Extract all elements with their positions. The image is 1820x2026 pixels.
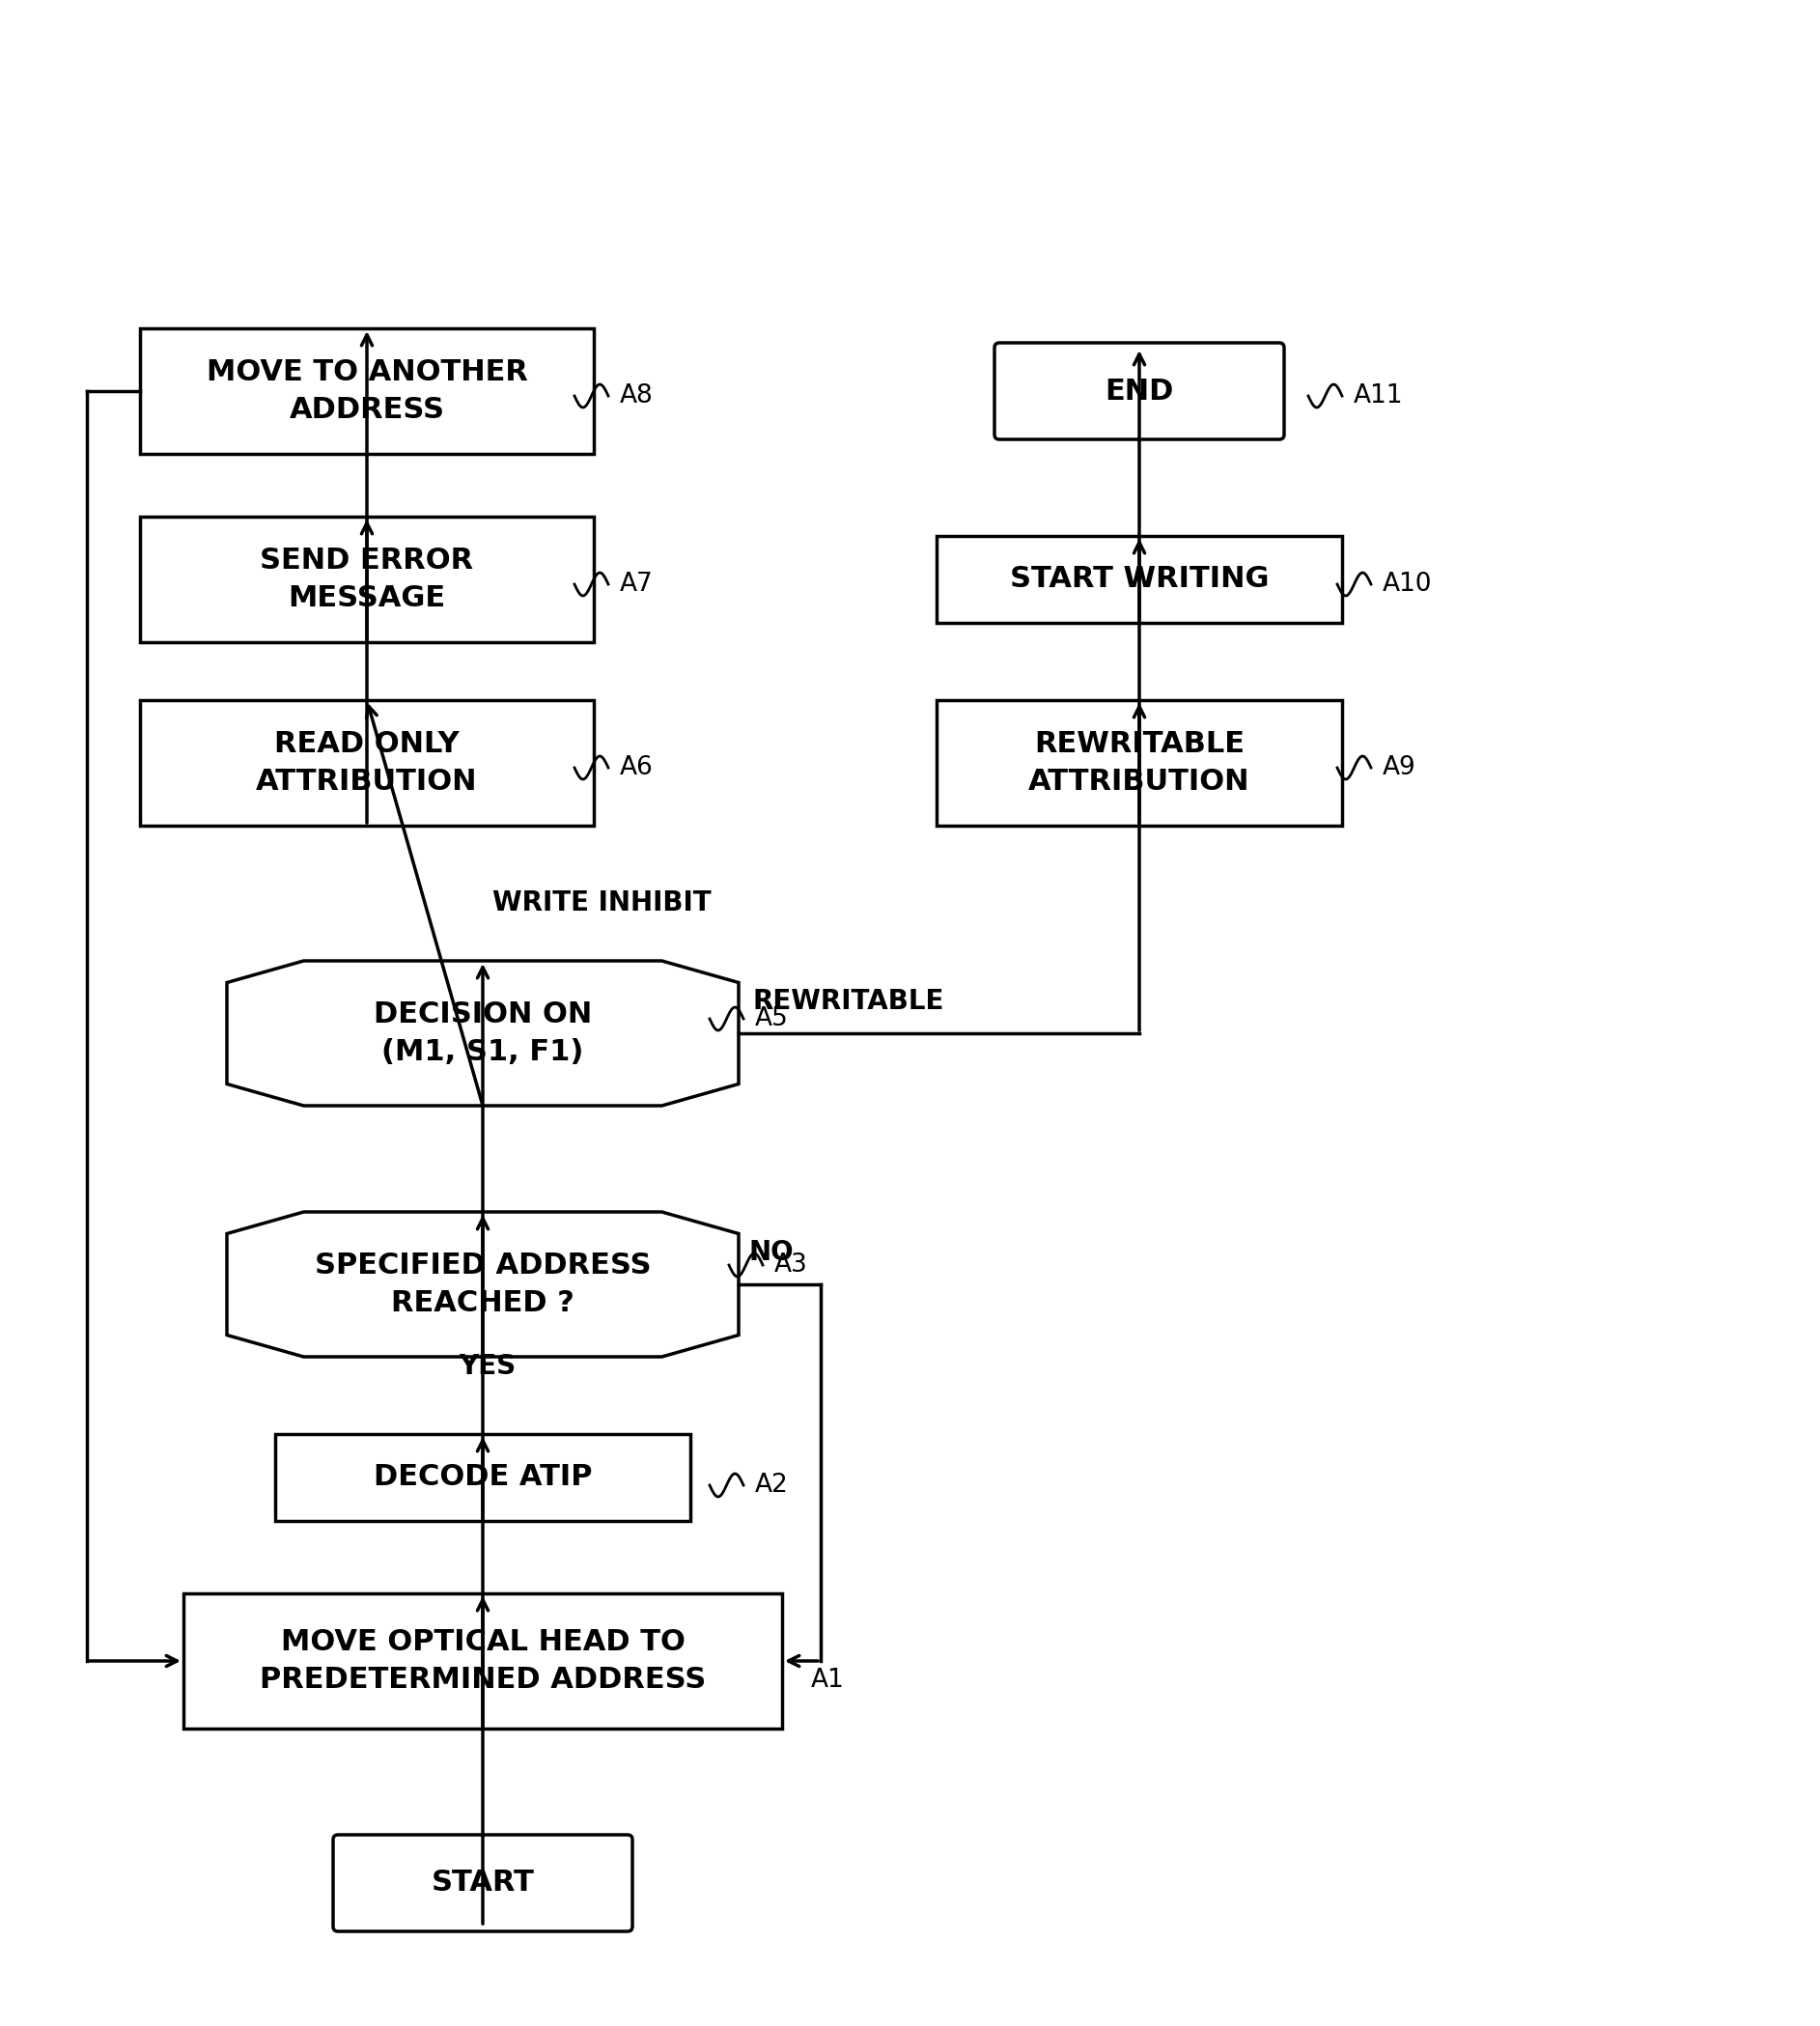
Text: DECODE ATIP: DECODE ATIP — [373, 1463, 592, 1491]
Text: A3: A3 — [774, 1252, 808, 1278]
Text: A11: A11 — [1354, 383, 1403, 409]
Text: A1: A1 — [812, 1667, 844, 1694]
Bar — [184, 1592, 783, 1728]
FancyBboxPatch shape — [994, 342, 1285, 440]
Text: REWRITABLE: REWRITABLE — [753, 989, 945, 1015]
Bar — [140, 517, 593, 642]
Text: REWRITABLE
ATTRIBUTION: REWRITABLE ATTRIBUTION — [1028, 731, 1250, 796]
Text: START: START — [431, 1870, 535, 1896]
Bar — [140, 328, 593, 454]
Text: A9: A9 — [1383, 756, 1416, 780]
Text: A6: A6 — [621, 756, 653, 780]
Text: A7: A7 — [621, 571, 653, 598]
Text: MOVE TO ANOTHER
ADDRESS: MOVE TO ANOTHER ADDRESS — [206, 359, 528, 423]
Text: SPECIFIED ADDRESS
REACHED ?: SPECIFIED ADDRESS REACHED ? — [315, 1252, 652, 1317]
Bar — [937, 537, 1341, 622]
Text: START WRITING: START WRITING — [1010, 565, 1269, 594]
Text: A2: A2 — [755, 1473, 788, 1497]
Text: NO: NO — [748, 1240, 794, 1266]
Text: YES: YES — [459, 1353, 515, 1380]
Text: A5: A5 — [755, 1007, 788, 1031]
Text: WRITE INHIBIT: WRITE INHIBIT — [493, 889, 712, 916]
Bar — [140, 701, 593, 827]
FancyBboxPatch shape — [333, 1836, 632, 1931]
Bar — [937, 701, 1341, 827]
Text: A10: A10 — [1383, 571, 1432, 598]
Text: READ ONLY
ATTRIBUTION: READ ONLY ATTRIBUTION — [257, 731, 477, 796]
Polygon shape — [228, 1212, 739, 1357]
Text: MOVE OPTICAL HEAD TO
PREDETERMINED ADDRESS: MOVE OPTICAL HEAD TO PREDETERMINED ADDRE… — [260, 1629, 706, 1694]
Text: A8: A8 — [621, 383, 653, 409]
Text: SEND ERROR
MESSAGE: SEND ERROR MESSAGE — [260, 547, 473, 612]
Bar — [275, 1434, 690, 1522]
Polygon shape — [228, 960, 739, 1106]
Text: DECISION ON
(M1, S1, F1): DECISION ON (M1, S1, F1) — [373, 1001, 592, 1066]
Text: END: END — [1105, 377, 1174, 405]
